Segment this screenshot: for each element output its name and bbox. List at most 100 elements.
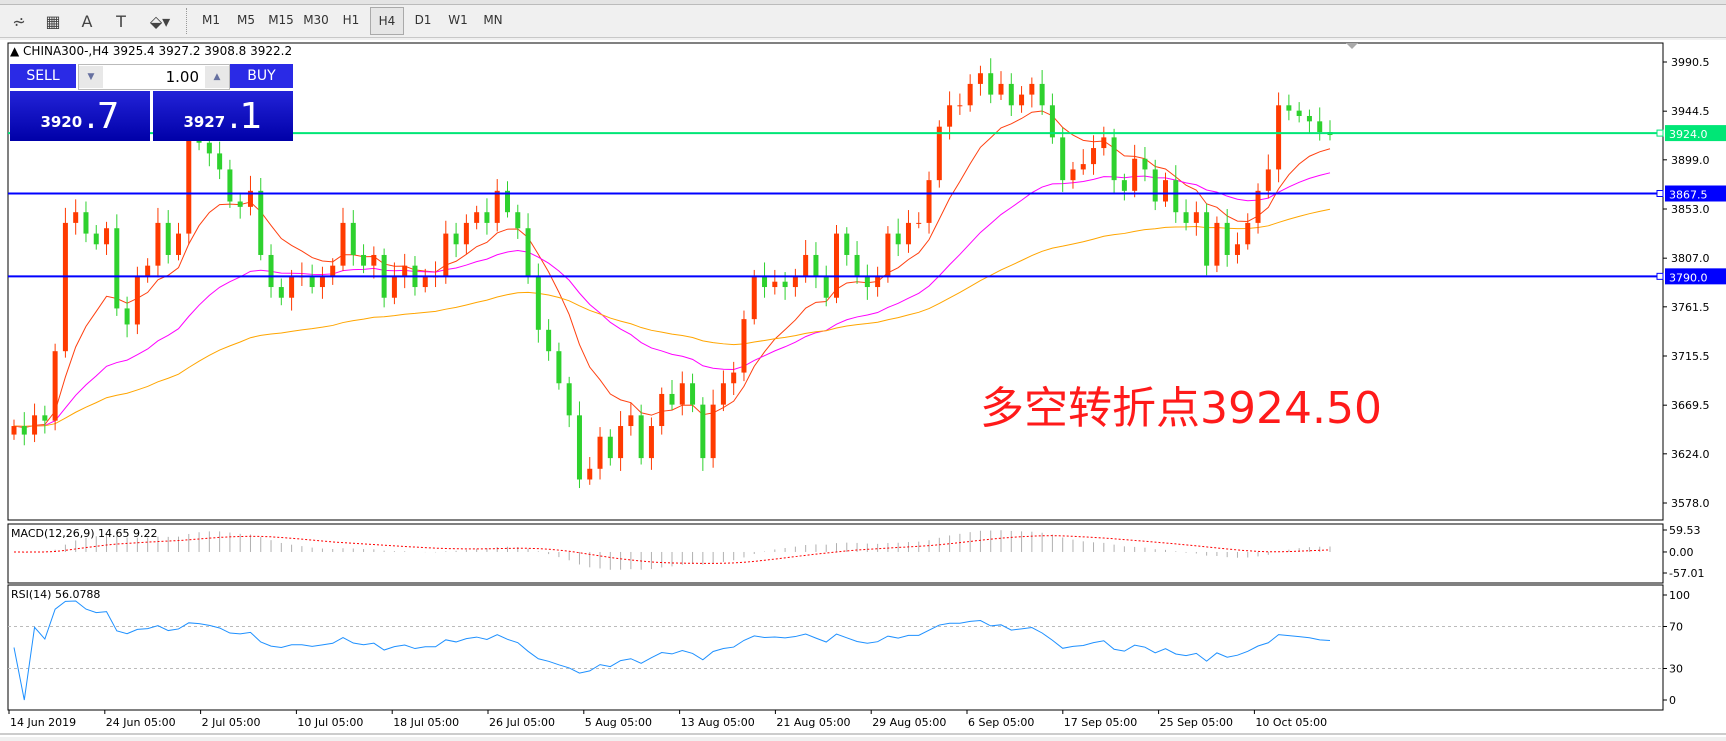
chart-canvas[interactable]: 3990.5 3944.5 3899.0 3853.0 3807.0 3761.5 3715… <box>0 40 1726 737</box>
time-tick-label: 26 Jul 05:00 <box>489 716 555 729</box>
candle-body <box>895 233 901 245</box>
candle-body <box>319 276 325 288</box>
price-tick-label: 3669.5 <box>1671 399 1710 412</box>
candle-body <box>813 254 819 277</box>
sell-price-pips: .7 <box>85 96 120 137</box>
moving-average-line <box>13 208 1331 427</box>
candle-body <box>864 276 870 288</box>
candle-body <box>905 222 911 245</box>
candle-body <box>62 222 68 352</box>
lot-input[interactable]: 1.00 <box>165 68 199 86</box>
price-tick-label: 3990.5 <box>1671 56 1710 69</box>
rsi-line <box>13 600 1331 701</box>
sell-price-main: 3920 <box>40 113 83 131</box>
timeframe-h4-button[interactable]: H4 <box>370 7 404 35</box>
sell-button[interactable]: SELL <box>10 64 76 88</box>
candle-body <box>42 415 48 421</box>
candle-body <box>114 228 120 309</box>
timeframe-m30-button[interactable]: M30 <box>303 13 329 27</box>
candle-body <box>289 276 295 298</box>
candle-body <box>803 254 809 277</box>
candle-body <box>751 276 757 320</box>
timeframe-mn-button[interactable]: MN <box>483 13 503 27</box>
buy-price-pips: .1 <box>228 96 263 137</box>
timeframe-m15-button[interactable]: M15 <box>268 13 294 27</box>
candle-body <box>535 276 541 330</box>
price-tick-label: 3899.0 <box>1671 154 1710 167</box>
macd-pane <box>7 523 1664 584</box>
candle-body <box>1132 158 1138 191</box>
rsi-tick-label: 0 <box>1669 694 1676 707</box>
candle-body <box>1091 148 1097 165</box>
candle-body <box>844 233 850 255</box>
candle-body <box>237 201 243 207</box>
lot-decrease-button[interactable]: ▼ <box>79 66 103 88</box>
horizontal-line-price-label: 3790.0 <box>1669 271 1708 284</box>
window-top-strip <box>0 0 1726 5</box>
rsi-pane <box>7 584 1664 711</box>
elliott-wave-icon[interactable]: ⩫ <box>12 11 26 31</box>
time-tick-label: 6 Sep 05:00 <box>968 716 1034 729</box>
lot-stepper[interactable]: ▼ 1.00 ▲ <box>78 64 230 90</box>
price-tick-label: 3578.0 <box>1671 497 1710 510</box>
horizontal-line-price-label: 3867.5 <box>1669 188 1708 201</box>
toolbar-separator <box>186 8 189 34</box>
price-tick-label: 3944.5 <box>1671 105 1710 118</box>
timeframe-group: M1 M5 M15 M30 H1 H4 D1 W1 MN <box>195 7 509 35</box>
candle-body <box>885 233 891 277</box>
candle-body <box>1317 121 1323 133</box>
candle-body <box>1265 169 1271 191</box>
candle-body <box>1049 105 1055 138</box>
candle-body <box>679 383 685 405</box>
candle-body <box>957 105 963 107</box>
time-tick-label: 21 Aug 05:00 <box>776 716 850 729</box>
horizontal-line-handle <box>1656 189 1664 197</box>
candle-body <box>1060 137 1066 181</box>
candle-body <box>741 319 747 373</box>
timeframe-d1-button[interactable]: D1 <box>414 13 432 27</box>
candle-body <box>731 372 737 384</box>
time-tick-label: 25 Sep 05:00 <box>1160 716 1233 729</box>
candle-body <box>278 287 284 298</box>
rsi-label: RSI(14) 56.0788 <box>11 588 100 601</box>
candle-body <box>947 105 953 127</box>
candle-body <box>916 222 922 224</box>
candle-body <box>93 233 99 245</box>
candle-body <box>1224 222 1230 255</box>
time-tick-label: 18 Jul 05:00 <box>393 716 459 729</box>
candle-body <box>659 393 665 427</box>
candle-body <box>1039 83 1045 106</box>
candle-body <box>710 404 716 459</box>
candle-body <box>1183 212 1189 223</box>
sell-price-button[interactable]: 3920 .7 <box>10 91 150 141</box>
arrows-icon[interactable]: ⬙▾ <box>149 11 171 31</box>
rsi-tick-label: 30 <box>1669 663 1683 676</box>
timeframe-m5-button[interactable]: M5 <box>237 13 255 27</box>
text-icon[interactable]: A <box>81 11 93 31</box>
rsi-tick-label: 100 <box>1669 589 1690 602</box>
candle-body <box>145 265 151 277</box>
one-click-trading-panel: SELL ▼ 1.00 ▲ BUY 3920 .7 3927 .1 <box>10 64 293 141</box>
candle-body <box>494 190 500 223</box>
horizontal-line-price-label: 3924.0 <box>1669 128 1708 141</box>
macd-tick-label: 59.53 <box>1669 524 1701 537</box>
candle-body <box>1306 115 1312 122</box>
buy-button[interactable]: BUY <box>230 64 293 88</box>
timeframe-w1-button[interactable]: W1 <box>448 13 468 27</box>
horizontal-line-handle <box>1656 272 1664 280</box>
candle-body <box>155 222 161 266</box>
text-label-icon[interactable]: T <box>116 11 126 31</box>
timeframe-h1-button[interactable]: H1 <box>342 13 360 27</box>
candle-body <box>1255 190 1261 223</box>
candle-body <box>1101 137 1107 149</box>
price-tick-label: 3624.0 <box>1671 448 1710 461</box>
time-tick-label: 17 Sep 05:00 <box>1064 716 1137 729</box>
lot-increase-button[interactable]: ▲ <box>205 66 229 88</box>
candle-body <box>330 265 336 277</box>
candle-body <box>11 426 17 435</box>
candle-body <box>834 233 839 298</box>
timeframe-m1-button[interactable]: M1 <box>202 13 220 27</box>
buy-price-button[interactable]: 3927 .1 <box>153 91 293 141</box>
fibonacci-icon[interactable]: ▦ <box>45 11 61 31</box>
chart-window[interactable]: 3990.5 3944.5 3899.0 3853.0 3807.0 3761.5 3715… <box>0 40 1726 737</box>
